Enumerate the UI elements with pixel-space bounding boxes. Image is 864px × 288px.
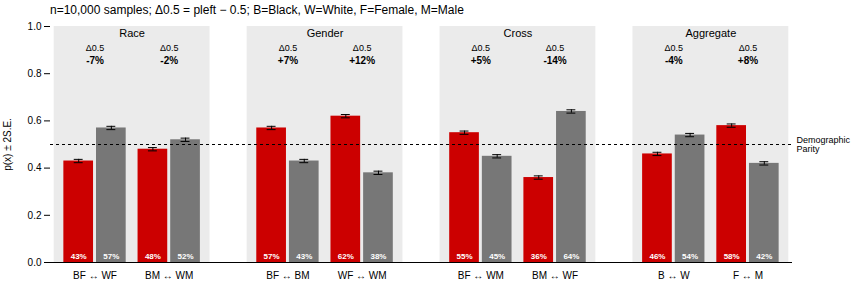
svg-text:48%: 48% (145, 252, 161, 261)
svg-text:Δ0.5: Δ0.5 (665, 43, 684, 53)
svg-text:43%: 43% (296, 252, 312, 261)
svg-text:0.0: 0.0 (28, 257, 42, 268)
svg-text:0.6: 0.6 (28, 115, 42, 126)
svg-text:55%: 55% (457, 252, 473, 261)
svg-text:+5%: +5% (471, 55, 491, 66)
svg-text:Gender: Gender (307, 27, 344, 39)
svg-text:Aggregate: Aggregate (685, 27, 736, 39)
svg-text:57%: 57% (264, 252, 280, 261)
svg-text:0.2: 0.2 (28, 210, 42, 221)
svg-text:-7%: -7% (86, 55, 104, 66)
svg-text:64%: 64% (563, 252, 579, 261)
svg-text:+8%: +8% (738, 55, 758, 66)
svg-text:BF ↔ WM: BF ↔ WM (458, 270, 504, 281)
svg-text:43%: 43% (71, 252, 87, 261)
svg-text:58%: 58% (724, 252, 740, 261)
svg-text:p(x) ± 2S.E.: p(x) ± 2S.E. (2, 118, 13, 171)
svg-text:DemographicParity: DemographicParity (797, 135, 851, 154)
svg-text:B ↔ W: B ↔ W (658, 270, 690, 281)
svg-text:WF ↔ WM: WF ↔ WM (338, 270, 387, 281)
svg-text:62%: 62% (338, 252, 354, 261)
svg-text:-4%: -4% (665, 55, 683, 66)
svg-text:-14%: -14% (543, 55, 566, 66)
svg-text:-2%: -2% (160, 55, 178, 66)
svg-text:0.8: 0.8 (28, 68, 42, 79)
svg-text:+7%: +7% (278, 55, 298, 66)
svg-text:42%: 42% (756, 252, 772, 261)
svg-text:Δ0.5: Δ0.5 (546, 43, 565, 53)
svg-text:46%: 46% (649, 252, 665, 261)
svg-text:+12%: +12% (349, 55, 375, 66)
svg-text:Δ0.5: Δ0.5 (739, 43, 758, 53)
svg-text:Cross: Cross (504, 27, 533, 39)
svg-text:Δ0.5: Δ0.5 (279, 43, 298, 53)
svg-text:36%: 36% (531, 252, 547, 261)
svg-text:BF ↔ WF: BF ↔ WF (73, 270, 117, 281)
svg-text:1.0: 1.0 (28, 21, 42, 32)
svg-text:F ↔ M: F ↔ M (733, 270, 763, 281)
svg-text:54%: 54% (682, 252, 698, 261)
svg-text:Δ0.5: Δ0.5 (472, 43, 491, 53)
svg-text:Δ0.5: Δ0.5 (160, 43, 179, 53)
svg-text:38%: 38% (370, 252, 386, 261)
svg-text:BM ↔ WM: BM ↔ WM (145, 270, 193, 281)
svg-text:45%: 45% (489, 252, 505, 261)
svg-text:52%: 52% (178, 252, 194, 261)
svg-text:Δ0.5: Δ0.5 (353, 43, 372, 53)
svg-text:Race: Race (119, 27, 145, 39)
html-text:n=10,000 samples; Δ0.5 = pleft: n=10,000 samples; Δ0.5 = pleft − 0.5; B=… (50, 3, 464, 17)
svg-text:BF ↔ BM: BF ↔ BM (266, 270, 309, 281)
svg-text:0.4: 0.4 (28, 162, 42, 173)
svg-text:57%: 57% (103, 252, 119, 261)
svg-text:BM ↔ WF: BM ↔ WF (532, 270, 578, 281)
svg-text:Δ0.5: Δ0.5 (86, 43, 105, 53)
